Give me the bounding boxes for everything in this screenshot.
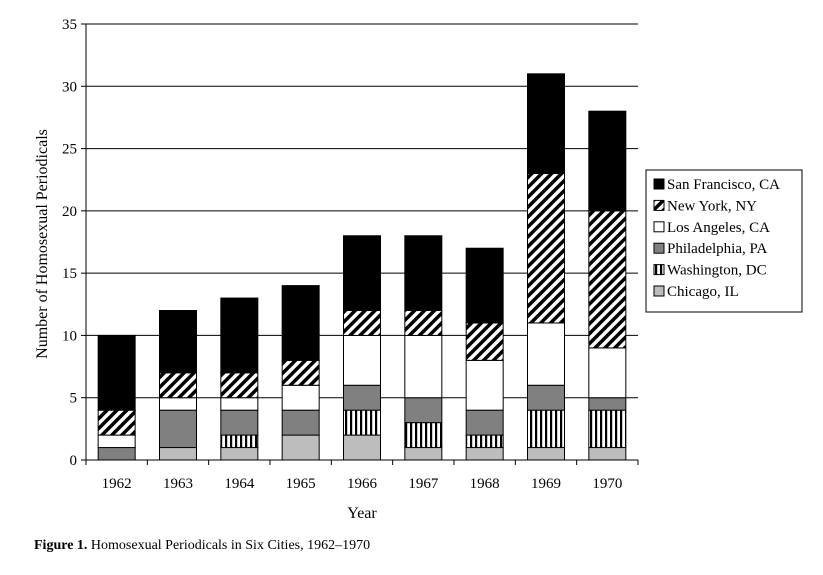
caption-label: Figure 1. [34,538,88,553]
x-tick-label: 1967 [408,476,439,492]
legend-swatch [653,285,665,297]
bar-segment [465,434,504,449]
bar-segment [281,359,320,386]
bar-segment [465,409,504,436]
bar-segment [404,422,443,449]
bar-segment [465,322,504,361]
figure-caption: Figure 1. Homosexual Periodicals in Six … [34,538,370,554]
legend-swatch [653,242,665,254]
y-tick-label: 20 [62,204,77,220]
bar-segment [404,334,443,399]
bar-segment [97,434,136,449]
legend-label: Washington, DC [667,263,767,279]
y-tick-label: 25 [62,142,77,158]
legend-label: Los Angeles, CA [667,220,770,236]
y-tick-label: 30 [62,79,77,95]
bar-segment [527,409,565,449]
bar-segment [588,447,627,461]
bar-segment [220,447,259,461]
legend-box [645,169,803,313]
bar-segment [588,347,627,399]
bar-segment [220,372,259,399]
bar-segment [527,322,565,386]
legend-swatch [653,199,665,211]
bar-segment [527,73,565,174]
x-tick-label: 1969 [531,476,561,492]
caption-text: Homosexual Periodicals in Six Cities, 19… [90,538,371,553]
bar-segment [159,310,197,374]
legend-label: Philadelphia, PA [667,241,767,257]
legend-label: San Francisco, CA [667,177,780,193]
bar-segment [343,434,381,461]
bar-segment [159,409,197,449]
bar-segment [404,310,443,336]
bar-segment [465,447,504,461]
y-tick-label: 10 [62,328,77,344]
x-tick-label: 1968 [470,476,500,492]
bar-segment [220,297,259,374]
bar-segment [159,372,197,399]
bar-segment [404,447,443,461]
bar-segment [281,384,320,411]
legend-swatch [653,221,665,233]
legend-swatch [653,264,665,276]
x-tick-label: 1963 [163,476,193,492]
bar-segment [281,434,320,461]
axes: 0 5 10 15 20 25 30 35 1962 1963 1964 1965 1966 1967 19… [34,17,639,522]
bar-segment [465,359,504,411]
bar-segment [588,409,627,449]
x-tick-label: 1964 [224,476,255,492]
x-tick-label: 1966 [347,476,378,492]
legend: San Francisco, CA New York, NY Los Angeles… [645,169,803,313]
bar-segment [343,334,381,386]
bar-segment [220,409,259,436]
y-tick-label: 0 [70,453,78,469]
bar-segment [343,409,381,436]
bar-segment [220,397,259,411]
y-tick-label: 5 [70,391,78,407]
y-tick-label: 15 [62,266,77,282]
bar-segment [220,434,259,449]
x-tick-label: 1962 [102,476,132,492]
x-tick-label: 1965 [286,476,316,492]
bar-segment [588,110,627,212]
bar-segment [343,384,381,411]
bar-segment [159,397,197,411]
bar-segment [527,172,565,324]
x-tick-label: 1970 [592,476,622,492]
legend-swatch [653,178,665,190]
x-axis-title: Year [347,505,377,522]
bar-segment [97,447,136,461]
bar-segment [97,334,136,411]
bar-segment [588,210,627,349]
bar-segment [159,447,197,461]
y-axis-title: Number of Homosexual Periodicals [34,129,51,359]
bar-segment [465,247,504,324]
bar-segment [404,235,443,312]
stacked-bar-chart: 0 5 10 15 20 25 30 35 1962 1963 1964 1965 1966 1967 19… [34,17,803,522]
bar-segment [527,384,565,411]
bar-segment [281,409,320,436]
y-tick-label: 35 [62,17,77,33]
bar-segment [343,235,381,312]
bar-segment [97,409,136,436]
bar-segment [343,310,381,336]
bars [97,73,627,461]
legend-label: Chicago, IL [667,284,739,300]
bar-segment [281,285,320,361]
legend-label: New York, NY [667,198,757,214]
bar-segment [588,397,627,411]
bar-segment [404,397,443,424]
bar-segment [527,447,565,461]
